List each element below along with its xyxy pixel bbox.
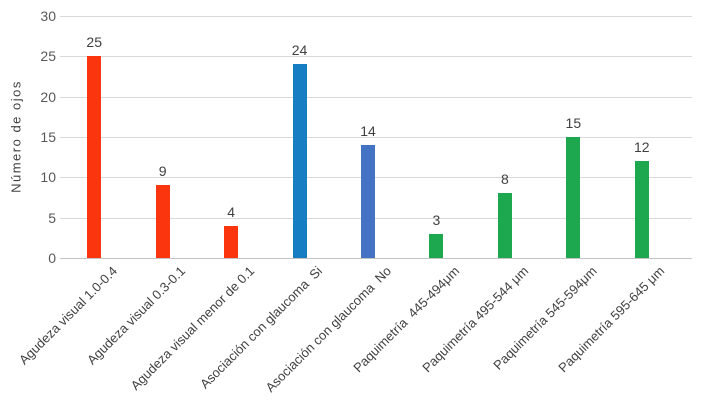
bar-4 [361, 145, 375, 258]
data-label-8: 12 [633, 139, 650, 156]
data-label-4: 14 [360, 123, 376, 140]
data-label-0: 25 [86, 34, 102, 51]
bar-1 [155, 185, 170, 258]
bar-2 [224, 225, 239, 258]
data-label-2: 4 [227, 203, 235, 220]
y-tick-label-30: 30 [40, 8, 56, 24]
data-label-1: 9 [158, 163, 167, 180]
y-tick-label-25: 25 [40, 48, 56, 65]
bar-7 [566, 137, 581, 258]
x-category-label-3: Asociación con glaucoma Si [197, 263, 326, 392]
data-label-3: 24 [291, 42, 308, 59]
bar-0 [87, 56, 102, 258]
x-category-label-2: Agudeza visual menor de 0.1 [127, 263, 258, 393]
gridline-30 [60, 16, 692, 17]
bar-5 [429, 233, 444, 258]
gridline-10 [60, 177, 692, 179]
x-category-label-4: Asociación con glaucoma No [262, 263, 394, 396]
y-tick-label-20: 20 [40, 88, 56, 105]
data-label-6: 8 [500, 171, 509, 188]
y-tick-label-0: 0 [48, 250, 56, 266]
bar-3 [292, 64, 307, 258]
gridline-5 [60, 217, 692, 219]
x-axis-line [60, 258, 692, 259]
y-tick-label-5: 5 [48, 209, 56, 226]
data-label-5: 3 [432, 211, 441, 228]
gridline-25 [60, 56, 692, 58]
gridline-20 [60, 96, 692, 98]
bar-8 [634, 161, 649, 258]
y-tick-label-15: 15 [40, 129, 56, 145]
bar-6 [497, 193, 512, 258]
data-label-7: 15 [565, 115, 582, 131]
gridline-15 [60, 137, 692, 138]
y-tick-label-10: 10 [40, 169, 56, 186]
